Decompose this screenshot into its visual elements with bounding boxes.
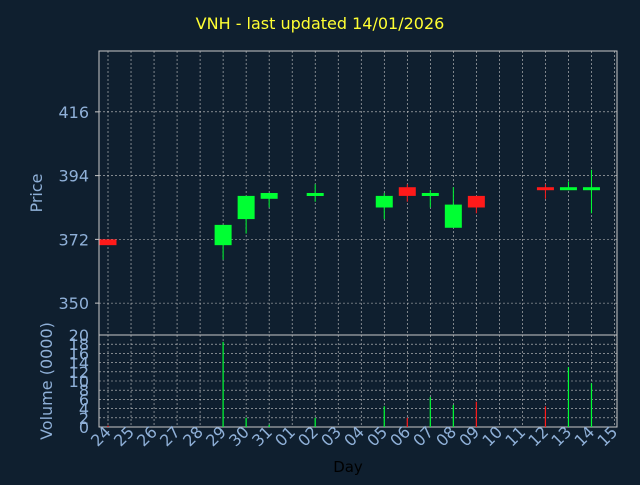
- volume-tick-label: 16: [69, 344, 89, 363]
- candle-body: [582, 187, 600, 191]
- candle-body: [421, 193, 439, 196]
- volume-tick-label: 8: [79, 381, 89, 400]
- volume-tick-label: 18: [69, 335, 89, 354]
- candle-body: [467, 195, 485, 208]
- candle-body: [398, 187, 416, 196]
- volume-tick-label: 12: [69, 363, 89, 382]
- candle-body: [559, 187, 577, 191]
- candle-body: [536, 187, 554, 191]
- volume-tick-label: 6: [79, 390, 89, 409]
- candle-body: [260, 193, 278, 199]
- volume-tick-label: 4: [79, 400, 89, 419]
- price-tick-label: 350: [58, 294, 89, 313]
- volume-axis-label: Volume (0000): [37, 322, 56, 440]
- volume-tick-label: 10: [69, 372, 89, 391]
- price-tick-label: 372: [58, 230, 89, 249]
- candle-body: [237, 195, 255, 220]
- volume-tick-label: 20: [69, 326, 89, 345]
- volume-tick-label: 14: [69, 354, 89, 373]
- candle-body: [214, 224, 232, 246]
- candle-body: [375, 195, 393, 208]
- price-axis-label: Price: [27, 173, 46, 212]
- volume-tick-label: 0: [79, 418, 89, 437]
- price-panel-frame: [98, 50, 618, 336]
- price-tick-label: 394: [58, 167, 89, 186]
- x-axis-label: Day: [333, 458, 363, 476]
- candle-body: [306, 193, 324, 196]
- volume-tick-label: 2: [79, 409, 89, 428]
- candle-body: [444, 204, 462, 228]
- price-tick-label: 416: [58, 103, 89, 122]
- candle-body: [99, 239, 117, 246]
- chart-title: VNH - last updated 14/01/2026: [195, 14, 445, 33]
